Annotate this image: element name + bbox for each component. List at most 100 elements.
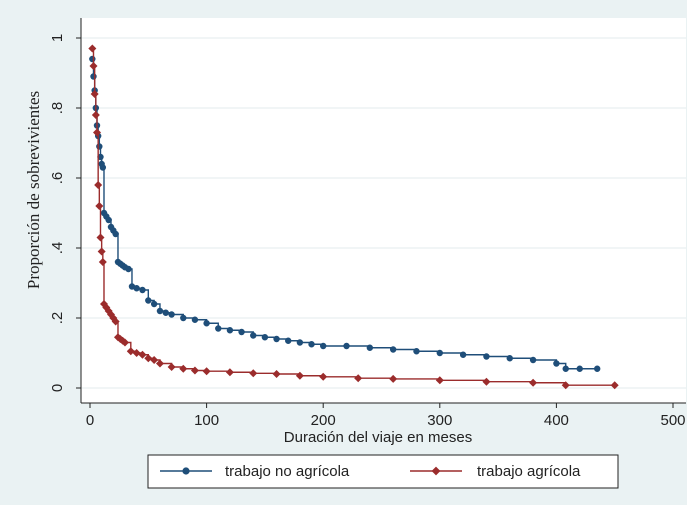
data-point <box>435 376 444 385</box>
data-point <box>91 111 100 119</box>
data-point <box>225 368 234 377</box>
data-point <box>354 374 363 383</box>
data-point <box>133 285 140 292</box>
data-point <box>576 365 583 372</box>
data-point <box>529 378 538 387</box>
data-point <box>553 360 560 367</box>
data-point <box>506 355 513 362</box>
data-point <box>285 337 292 344</box>
data-point <box>94 181 103 189</box>
legend-marker <box>182 467 190 475</box>
x-tick-label: 100 <box>194 412 219 429</box>
data-point <box>389 346 397 353</box>
data-point <box>97 247 106 256</box>
data-point <box>273 335 280 343</box>
data-point <box>179 364 188 373</box>
data-point <box>561 381 570 390</box>
data-point <box>320 342 327 350</box>
x-tick-label: 400 <box>544 412 569 429</box>
data-point <box>139 286 146 294</box>
axes: 0 .2 .4 .6 .8 1 0 100 200 300 400 500 <box>49 18 686 429</box>
x-tick-label: 300 <box>427 412 452 429</box>
data-point <box>150 356 159 364</box>
data-point <box>250 332 257 339</box>
data-point <box>366 344 374 351</box>
data-point <box>88 44 97 53</box>
data-point <box>594 365 601 372</box>
data-point <box>436 349 443 357</box>
data-point <box>99 164 107 171</box>
data-point <box>215 325 222 332</box>
data-point <box>125 265 132 273</box>
data-point <box>319 372 328 381</box>
y-tick-label: 0 <box>49 384 66 392</box>
data-point <box>96 143 103 150</box>
data-point <box>203 320 210 327</box>
data-point <box>296 339 304 346</box>
data-point <box>459 351 467 358</box>
y-tick-label: .8 <box>49 102 66 115</box>
x-axis-title: Duración del viaje en meses <box>284 429 472 446</box>
y-tick-label: .2 <box>49 312 66 325</box>
data-point <box>150 300 158 308</box>
data-point <box>482 377 491 386</box>
data-point <box>95 202 104 210</box>
data-point <box>202 367 211 376</box>
data-point <box>272 370 281 378</box>
data-point <box>89 55 96 63</box>
data-point <box>190 366 199 375</box>
data-point <box>226 327 234 334</box>
data-point <box>105 216 112 224</box>
plot-area <box>81 18 686 403</box>
y-tick-label: 1 <box>49 34 66 42</box>
data-point <box>92 128 101 137</box>
data-point <box>155 359 164 368</box>
data-point <box>156 307 164 315</box>
legend-box <box>147 454 619 489</box>
data-point <box>167 363 176 371</box>
data-point <box>168 311 175 318</box>
y-tick-label: .4 <box>49 242 66 255</box>
data-point <box>562 365 569 372</box>
data-point <box>89 62 98 70</box>
data-point <box>249 369 258 378</box>
data-point <box>191 316 199 323</box>
y-tick-label: .6 <box>49 172 66 185</box>
data-point <box>90 73 97 80</box>
data-point <box>261 334 269 341</box>
data-point <box>145 297 152 304</box>
legend-marker <box>431 466 441 476</box>
series-lines <box>88 44 619 390</box>
data-point <box>308 341 315 348</box>
legend-label: trabajo no agrícola <box>225 463 350 480</box>
data-point <box>111 317 120 326</box>
data-point <box>112 230 119 238</box>
legend: trabajo no agrícola trabajo agrícola <box>147 454 619 489</box>
data-point <box>529 356 537 364</box>
legend-label: trabajo agrícola <box>477 463 581 480</box>
data-point <box>180 314 187 322</box>
data-point <box>238 328 245 336</box>
data-point <box>389 374 398 383</box>
data-point <box>162 309 169 316</box>
data-point <box>343 342 350 350</box>
data-point <box>98 258 107 266</box>
x-tick-label: 200 <box>311 412 336 429</box>
data-point <box>413 348 420 355</box>
data-point <box>138 350 147 359</box>
y-axis-title: Proporción de sobrevivientes <box>24 91 43 289</box>
data-point <box>126 347 135 356</box>
x-tick-label: 500 <box>660 412 685 429</box>
data-point <box>132 349 141 357</box>
data-point <box>295 371 304 380</box>
data-point <box>120 338 129 347</box>
series-0 <box>89 55 601 372</box>
data-point <box>610 381 619 390</box>
data-point <box>144 354 153 363</box>
data-point <box>483 353 490 360</box>
data-point <box>90 90 99 98</box>
data-point <box>97 153 104 161</box>
series-1 <box>88 44 619 390</box>
